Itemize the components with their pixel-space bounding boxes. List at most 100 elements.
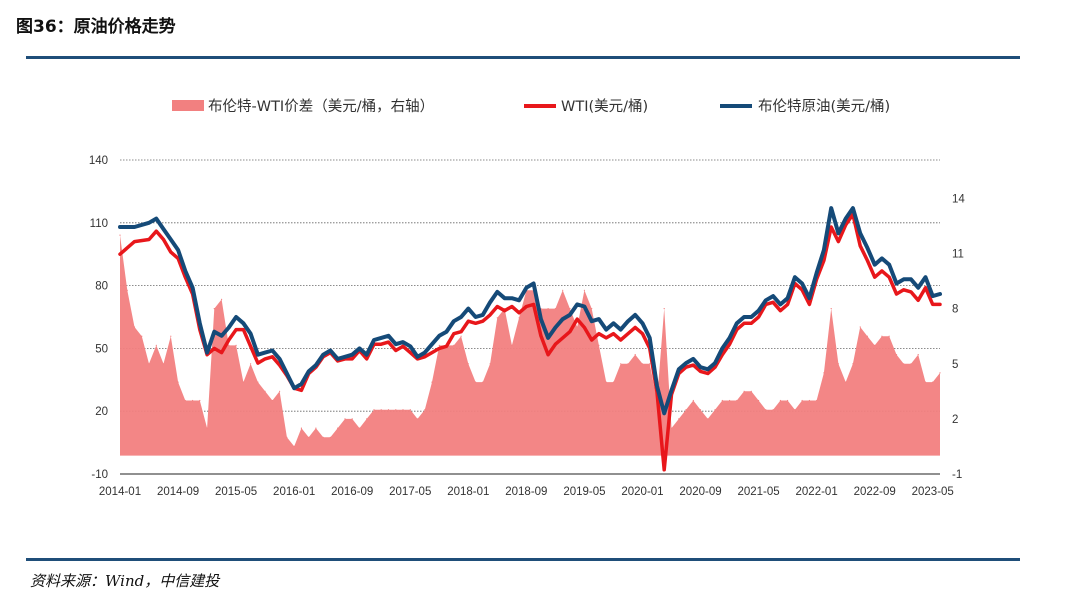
wti-point: [626, 332, 630, 335]
spread-point: [699, 409, 702, 411]
brent-point: [285, 372, 289, 375]
spread-point: [576, 326, 578, 328]
brent-point: [423, 351, 426, 354]
spread-point: [409, 409, 411, 411]
brent-point: [800, 282, 804, 285]
brent-point: [517, 299, 521, 302]
spread-point: [866, 335, 869, 337]
brent-point: [525, 286, 528, 289]
brent-point: [205, 351, 209, 354]
spread-point: [387, 409, 390, 411]
brent-point: [873, 263, 876, 266]
source-note: 资料来源：Wind，中信建投: [30, 572, 220, 590]
spread-point: [155, 344, 157, 346]
brent-point: [394, 343, 397, 346]
spread-point: [221, 298, 223, 300]
x-tick-label: 2017-05: [389, 486, 431, 498]
crude-oil-chart: 布伦特-WTI价差（美元/桶，右轴） WTI(美元/桶) 布伦特原油(美元/桶) 1…: [89, 98, 966, 498]
brent-point: [242, 322, 245, 325]
brent-point: [256, 353, 260, 356]
wti-point: [576, 317, 579, 321]
brent-point: [880, 257, 884, 260]
spread-point: [816, 399, 818, 402]
spread-point: [496, 317, 498, 319]
wti-point: [242, 328, 245, 331]
brent-point: [851, 206, 855, 210]
brent-point: [133, 225, 136, 229]
x-tick-label: 2014-09: [157, 486, 199, 498]
wti-point: [895, 292, 898, 296]
spread-area-layer: [119, 234, 941, 456]
wti-point: [546, 353, 550, 356]
x-tick-label: 2019-05: [563, 486, 605, 498]
spread-point: [148, 363, 150, 365]
spread-point: [373, 409, 375, 411]
y-right-tick-label: 5: [952, 359, 958, 371]
wti-point: [837, 240, 840, 243]
brent-point: [655, 384, 659, 388]
spread-point: [184, 399, 186, 402]
wti-point: [938, 303, 942, 306]
wti-point: [728, 343, 731, 346]
spread-point: [721, 399, 723, 402]
spread-point: [823, 372, 825, 374]
spread-point: [569, 308, 571, 310]
x-tick-label: 2015-05: [215, 486, 257, 498]
spread-point: [308, 436, 310, 438]
brent-point: [888, 263, 891, 266]
spread-point: [337, 427, 339, 429]
y-right-tick-label: 11: [952, 249, 964, 261]
wti-point: [438, 347, 441, 350]
spread-point: [271, 399, 273, 402]
wti-point: [684, 366, 688, 369]
bottom-rule: [26, 558, 1020, 561]
spread-point: [235, 344, 237, 346]
spread-point: [300, 427, 302, 429]
brent-point: [641, 322, 644, 325]
spread-point: [895, 354, 898, 356]
brent-point: [329, 349, 332, 352]
brent-point: [445, 330, 448, 333]
wti-point: [169, 250, 172, 254]
brent-point: [902, 278, 905, 281]
wti-point: [459, 330, 463, 333]
spread-point: [228, 344, 230, 346]
spread-point: [554, 308, 557, 310]
wti-point: [409, 351, 412, 354]
brent-point: [568, 313, 572, 317]
brent-point: [176, 248, 180, 252]
spread-point: [242, 381, 244, 383]
spread-point: [482, 381, 484, 383]
brent-point: [300, 382, 303, 386]
wti-point: [227, 338, 230, 342]
legend-swatch-spread: [172, 100, 204, 111]
wti-point: [220, 351, 223, 354]
brent-point: [263, 351, 267, 354]
brent-point: [532, 282, 535, 285]
spread-point: [859, 326, 861, 328]
spread-area: [120, 235, 940, 456]
brent-point: [147, 221, 151, 224]
brent-point: [844, 217, 847, 220]
brent-point: [234, 315, 238, 319]
spread-point: [765, 409, 767, 411]
spread-point: [322, 436, 324, 438]
brent-point: [938, 292, 942, 296]
brent-point: [365, 353, 368, 356]
y-left-tick-label: 140: [89, 155, 108, 167]
brent-point: [757, 309, 760, 312]
spread-point: [692, 399, 694, 402]
spread-point: [758, 399, 760, 402]
brent-point: [387, 334, 390, 337]
brent-point: [924, 276, 927, 279]
brent-point: [249, 332, 252, 335]
brent-point: [307, 370, 310, 373]
spread-point: [358, 427, 361, 429]
spread-point: [670, 427, 673, 429]
wti-point: [931, 303, 934, 306]
spread-point: [489, 363, 491, 365]
spread-point: [939, 372, 941, 374]
wti-point: [532, 303, 535, 306]
spread-point: [707, 418, 709, 420]
legend-label-spread: 布伦特-WTI价差（美元/桶，右轴）: [208, 98, 434, 115]
